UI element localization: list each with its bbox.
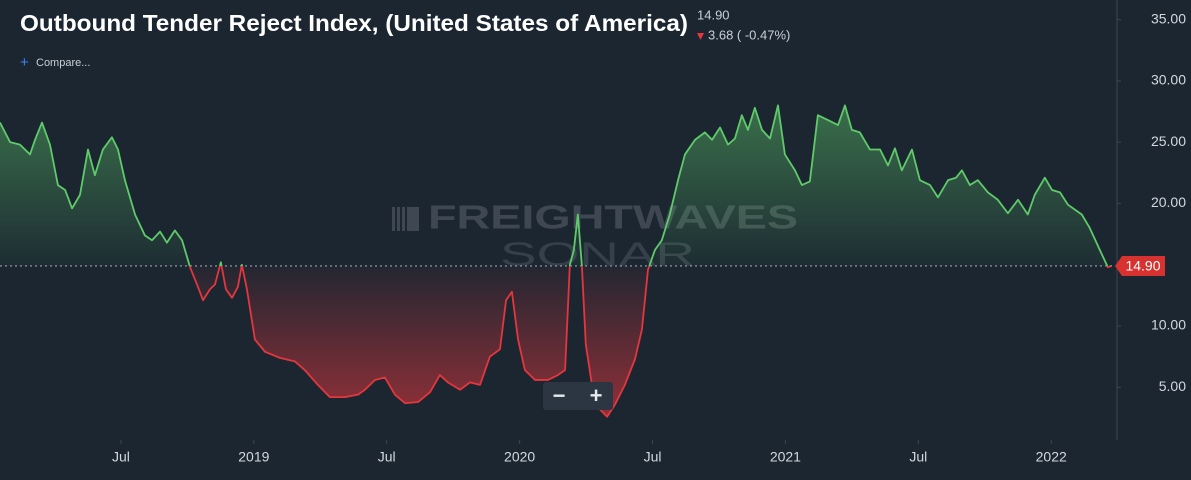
- compare-button[interactable]: + Compare...: [20, 54, 90, 71]
- y-tick-label: 35.00: [1151, 10, 1186, 26]
- compare-label[interactable]: Compare...: [36, 57, 90, 69]
- value-marker-label: 14.90: [1125, 258, 1160, 274]
- y-tick-label: 20.00: [1151, 194, 1186, 210]
- y-tick-label: 5.00: [1159, 378, 1186, 394]
- y-tick-label: 25.00: [1151, 133, 1186, 149]
- current-value-marker: 14.90: [1115, 255, 1165, 276]
- compare-plus-icon: +: [20, 54, 29, 71]
- x-tick-label: 2019: [238, 449, 269, 465]
- value-marker-box: [1115, 255, 1165, 276]
- zoom-in-button[interactable]: +: [590, 383, 603, 408]
- x-tick-label: 2022: [1036, 449, 1067, 465]
- y-tick-label: 30.00: [1151, 72, 1186, 88]
- x-tick-label: Jul: [112, 449, 130, 465]
- x-tick-label: 2021: [770, 449, 801, 465]
- chart-title: Outbound Tender Reject Index, (United St…: [20, 10, 688, 36]
- zoom-out-button[interactable]: −: [553, 383, 566, 408]
- area: [0, 105, 1112, 417]
- watermark-logo: [392, 207, 419, 231]
- x-tick-label: Jul: [378, 449, 396, 465]
- change-label: 3.68 ( -0.47%): [708, 27, 790, 42]
- current-value: 14.90: [697, 7, 730, 22]
- x-tick-label: 2020: [504, 449, 535, 465]
- zoom-panel: [543, 382, 613, 410]
- plot-area: [0, 104, 1115, 418]
- line: [0, 104, 1113, 418]
- y-tick-label: 10.00: [1151, 317, 1186, 333]
- x-tick-label: Jul: [909, 449, 927, 465]
- axes: 5.0010.0020.0025.0030.0035.00JanJul2019J…: [112, 10, 1186, 465]
- down-arrow-icon: [697, 33, 704, 40]
- zoom-controls: − +: [543, 382, 613, 410]
- x-tick-label: Jul: [644, 449, 662, 465]
